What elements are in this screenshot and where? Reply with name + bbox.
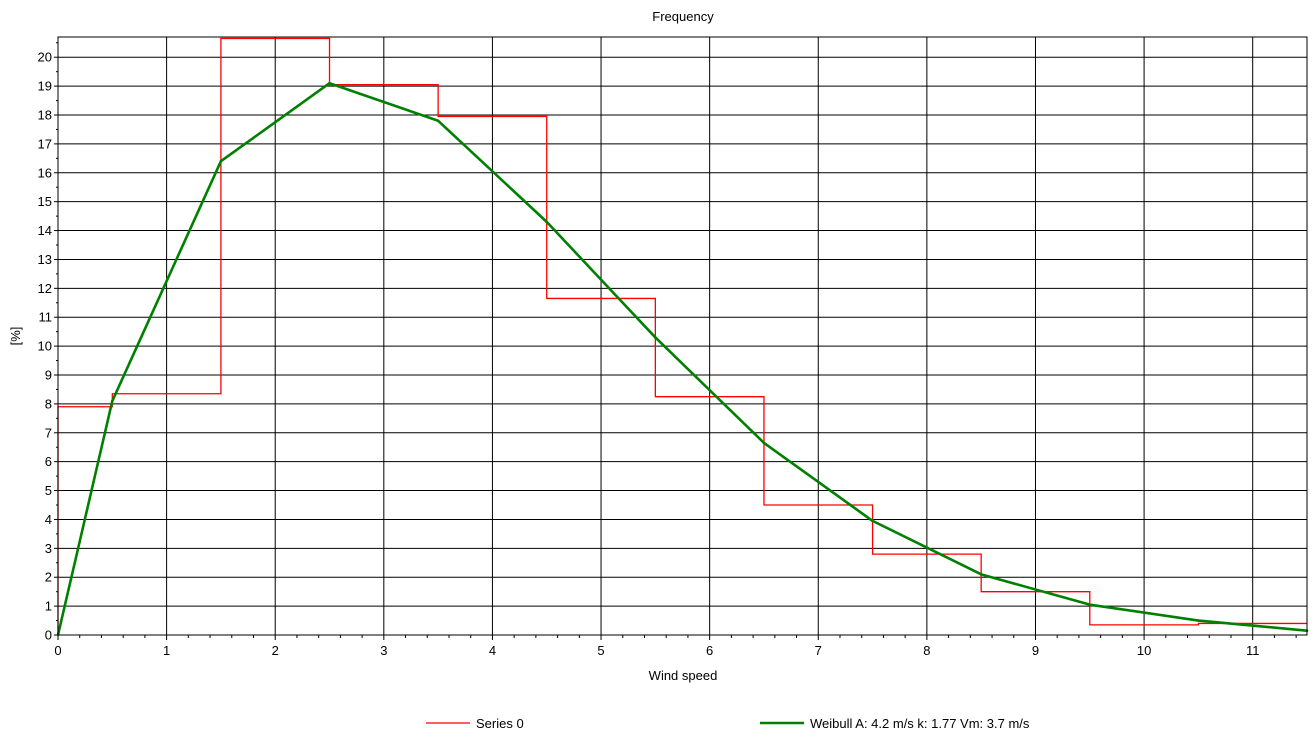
y-tick-label: 0: [45, 628, 52, 643]
weibull-point: [328, 81, 331, 85]
y-tick-label: 14: [38, 223, 52, 238]
y-tick-label: 9: [45, 368, 52, 383]
data-series: [56, 37, 1309, 637]
y-tick-label: 17: [38, 136, 52, 151]
series-0-step-line: [57, 37, 1307, 635]
weibull-point: [1197, 619, 1200, 622]
y-tick-label: 20: [38, 50, 52, 65]
legend-label: Series 0: [476, 716, 524, 731]
x-axis-title: Wind speed: [649, 668, 718, 683]
x-axis-ticks: 0 1 2 3 4 5 6 7 8 9 10 11: [54, 635, 1297, 658]
plot-frame: [57, 36, 1308, 636]
weibull-point: [654, 336, 657, 339]
y-tick-label: 19: [38, 79, 52, 94]
y-tick-label: 6: [45, 454, 52, 469]
y-tick-label: 13: [38, 252, 52, 267]
weibull-point: [111, 399, 114, 403]
weibull-point: [436, 119, 440, 123]
x-tick-label: 2: [272, 643, 279, 658]
x-tick-label: 8: [923, 643, 930, 658]
y-tick-label: 18: [38, 108, 52, 123]
weibull-point: [1088, 603, 1092, 606]
x-tick-label: 0: [54, 643, 61, 658]
x-tick-label: 3: [380, 643, 387, 658]
y-tick-label: 7: [45, 425, 52, 440]
x-tick-label: 9: [1032, 643, 1039, 658]
y-tick-label: 12: [38, 281, 52, 296]
x-tick-label: 6: [706, 643, 713, 658]
x-tick-label: 5: [597, 643, 604, 658]
x-tick-label: 1: [163, 643, 170, 658]
y-tick-label: 4: [45, 512, 52, 527]
grid-lines: [58, 37, 1307, 635]
legend: Series 0 Weibull A: 4.2 m/s k: 1.77 Vm: 3…: [426, 716, 1030, 731]
y-tick-label: 2: [45, 570, 52, 585]
y-tick-label: 10: [38, 339, 52, 354]
legend-label: Weibull A: 4.2 m/s k: 1.77 Vm: 3.7 m/s: [810, 716, 1030, 731]
y-tick-label: 3: [45, 541, 52, 556]
x-tick-label: 4: [489, 643, 496, 658]
y-tick-label: 16: [38, 165, 52, 180]
weibull-point: [545, 220, 549, 224]
y-tick-label: 1: [45, 599, 52, 614]
weibull-point: [979, 573, 983, 576]
x-tick-label: 10: [1137, 643, 1151, 658]
x-tick-label: 11: [1246, 643, 1260, 658]
weibull-point: [871, 519, 874, 523]
y-axis-title: [%]: [8, 327, 23, 346]
y-tick-label: 15: [38, 194, 52, 209]
weibull-point: [762, 441, 766, 445]
y-tick-label: 11: [39, 310, 53, 325]
y-tick-label: 8: [45, 396, 52, 411]
weibull-point: [219, 159, 223, 163]
plot-area: [58, 37, 1307, 635]
x-tick-label: 7: [815, 643, 822, 658]
chart-title: Frequency: [652, 9, 714, 24]
y-tick-label: 5: [45, 483, 52, 498]
